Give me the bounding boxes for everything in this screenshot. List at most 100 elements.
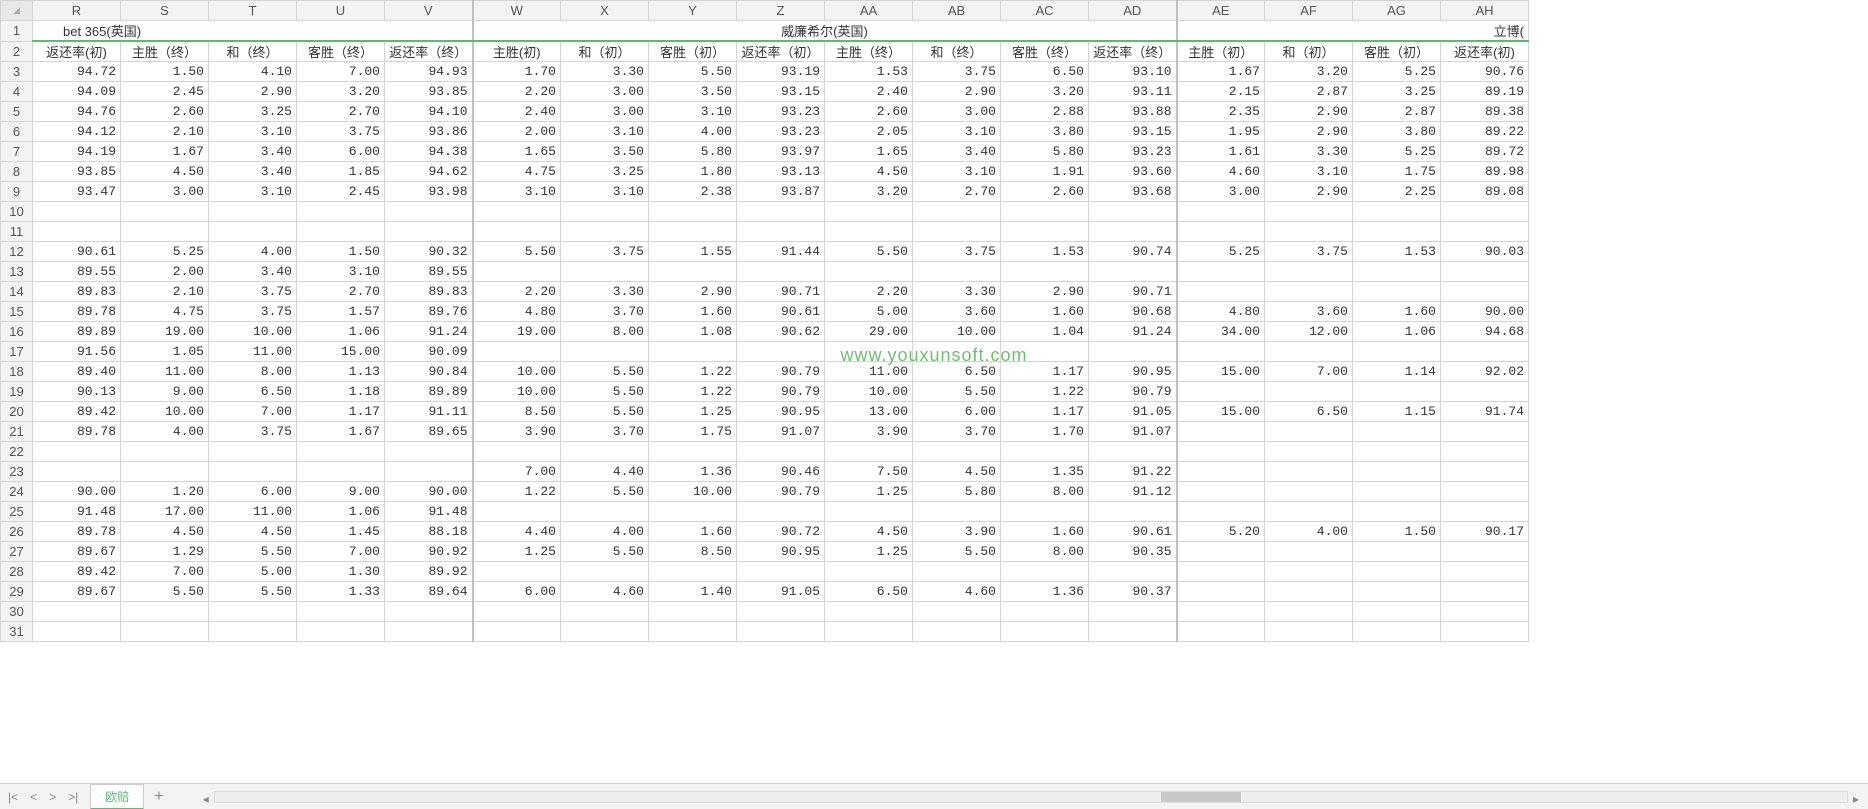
cell[interactable]: 91.07 (1089, 422, 1177, 442)
tab-nav-next-icon[interactable]: > (47, 790, 58, 804)
cell[interactable]: 1.18 (297, 382, 385, 402)
cell[interactable]: 1.17 (1001, 402, 1089, 422)
cell[interactable]: 3.50 (561, 142, 649, 162)
cell[interactable] (825, 262, 913, 282)
row-header[interactable]: 17 (1, 342, 33, 362)
cell[interactable]: 1.25 (649, 402, 737, 422)
row-header[interactable]: 3 (1, 62, 33, 82)
cell[interactable] (1441, 542, 1529, 562)
cell[interactable]: 1.17 (297, 402, 385, 422)
cell[interactable]: 3.10 (209, 182, 297, 202)
row-header[interactable]: 20 (1, 402, 33, 422)
column-label[interactable]: 主胜（终） (825, 41, 913, 62)
cell[interactable]: 1.53 (1001, 242, 1089, 262)
cell[interactable]: 89.42 (33, 402, 121, 422)
cell[interactable] (1265, 582, 1353, 602)
cell[interactable]: 5.50 (473, 242, 561, 262)
cell[interactable]: 12.00 (1265, 322, 1353, 342)
cell[interactable] (1001, 342, 1089, 362)
cell[interactable]: 1.22 (473, 482, 561, 502)
cell[interactable] (1177, 562, 1265, 582)
cell[interactable]: 1.67 (1177, 62, 1265, 82)
cell[interactable]: 90.46 (737, 462, 825, 482)
cell[interactable] (561, 222, 649, 242)
cell[interactable]: 5.80 (1001, 142, 1089, 162)
cell[interactable] (1441, 442, 1529, 462)
cell[interactable]: 3.80 (1001, 122, 1089, 142)
cell[interactable]: 1.70 (1001, 422, 1089, 442)
cell[interactable] (1265, 562, 1353, 582)
horizontal-scrollbar[interactable]: ◂ ▸ (214, 791, 1848, 803)
cell[interactable]: 5.50 (561, 402, 649, 422)
cell[interactable] (825, 502, 913, 522)
row-header[interactable]: 8 (1, 162, 33, 182)
cell[interactable] (1265, 442, 1353, 462)
column-label[interactable]: 客胜（终） (297, 41, 385, 62)
cell[interactable]: 11.00 (209, 502, 297, 522)
column-label[interactable]: 客胜（初） (649, 41, 737, 62)
cell[interactable]: 4.40 (561, 462, 649, 482)
row-header[interactable]: 18 (1, 362, 33, 382)
column-label[interactable]: 和（初） (1265, 41, 1353, 62)
cell[interactable]: 2.40 (825, 82, 913, 102)
cell[interactable]: 89.55 (33, 262, 121, 282)
cell[interactable] (1353, 282, 1441, 302)
cell[interactable]: 5.50 (913, 382, 1001, 402)
cell[interactable] (561, 602, 649, 622)
cell[interactable] (1265, 282, 1353, 302)
cell[interactable] (1441, 282, 1529, 302)
cell[interactable] (1265, 422, 1353, 442)
cell[interactable]: 92.02 (1441, 362, 1529, 382)
cell[interactable] (561, 262, 649, 282)
cell[interactable] (385, 602, 473, 622)
cell[interactable]: 1.70 (473, 62, 561, 82)
cell[interactable] (1089, 222, 1177, 242)
cell[interactable]: 93.85 (33, 162, 121, 182)
cell[interactable] (1353, 262, 1441, 282)
cell[interactable]: 90.71 (737, 282, 825, 302)
cell[interactable]: 4.00 (561, 522, 649, 542)
column-header[interactable]: AD (1089, 1, 1177, 21)
cell[interactable]: 17.00 (121, 502, 209, 522)
cell[interactable]: 90.84 (385, 362, 473, 382)
cell[interactable]: 1.15 (1353, 402, 1441, 422)
cell[interactable]: 11.00 (121, 362, 209, 382)
cell[interactable]: 90.00 (385, 482, 473, 502)
cell[interactable]: 1.05 (121, 342, 209, 362)
cell[interactable]: 1.45 (297, 522, 385, 542)
cell[interactable]: 2.40 (473, 102, 561, 122)
cell[interactable]: 94.38 (385, 142, 473, 162)
cell[interactable]: 3.10 (561, 182, 649, 202)
column-label[interactable]: 客胜（初） (1353, 41, 1441, 62)
cell[interactable]: 5.50 (561, 362, 649, 382)
row-header[interactable]: 4 (1, 82, 33, 102)
cell[interactable]: 3.70 (913, 422, 1001, 442)
cell[interactable]: 3.20 (1001, 82, 1089, 102)
cell[interactable]: 1.61 (1177, 142, 1265, 162)
cell[interactable]: 5.25 (1353, 62, 1441, 82)
cell[interactable]: 2.15 (1177, 82, 1265, 102)
cell[interactable]: 2.05 (825, 122, 913, 142)
row-header[interactable]: 24 (1, 482, 33, 502)
row-header[interactable]: 1 (1, 21, 33, 42)
cell[interactable]: 29.00 (825, 322, 913, 342)
cell[interactable]: 1.60 (1001, 522, 1089, 542)
cell[interactable]: 15.00 (297, 342, 385, 362)
cell[interactable] (1001, 442, 1089, 462)
cell[interactable]: 5.50 (913, 542, 1001, 562)
cell[interactable]: 3.40 (209, 142, 297, 162)
cell[interactable] (121, 442, 209, 462)
cell[interactable]: 90.95 (737, 402, 825, 422)
cell[interactable] (1177, 222, 1265, 242)
cell[interactable]: 7.00 (121, 562, 209, 582)
column-label[interactable]: 和（终） (913, 41, 1001, 62)
cell[interactable] (1089, 602, 1177, 622)
cell[interactable]: 89.72 (1441, 142, 1529, 162)
cell[interactable]: 13.00 (825, 402, 913, 422)
cell[interactable]: 90.68 (1089, 302, 1177, 322)
cell[interactable] (1441, 422, 1529, 442)
cell[interactable] (1353, 382, 1441, 402)
cell[interactable]: 89.83 (385, 282, 473, 302)
cell[interactable]: 2.25 (1353, 182, 1441, 202)
cell[interactable]: 89.42 (33, 562, 121, 582)
